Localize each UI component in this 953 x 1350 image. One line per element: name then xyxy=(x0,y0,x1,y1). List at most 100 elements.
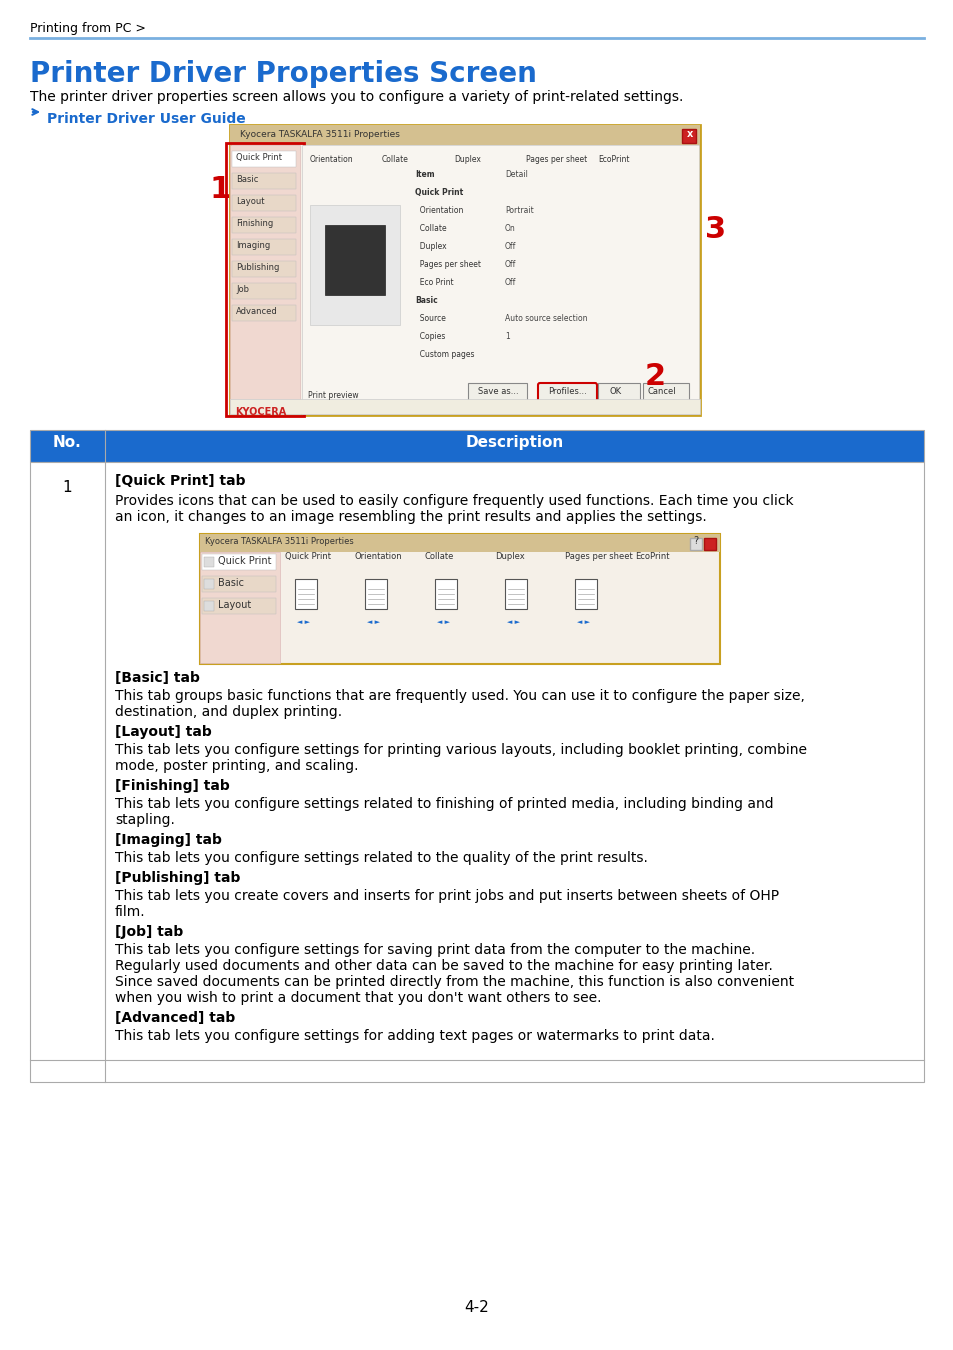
Text: Save as...: Save as... xyxy=(477,387,518,396)
Text: Collate: Collate xyxy=(415,224,446,234)
Text: This tab groups basic functions that are frequently used. You can use it to conf: This tab groups basic functions that are… xyxy=(115,688,804,703)
Bar xyxy=(200,535,720,552)
Text: This tab lets you configure settings for saving print data from the computer to : This tab lets you configure settings for… xyxy=(115,944,755,957)
Bar xyxy=(232,194,295,211)
Text: film.: film. xyxy=(115,904,146,919)
Text: Printing from PC >: Printing from PC > xyxy=(30,22,146,35)
Text: Orientation: Orientation xyxy=(310,155,354,163)
Text: EcoPrint: EcoPrint xyxy=(598,155,629,163)
Text: Regularly used documents and other data can be saved to the machine for easy pri: Regularly used documents and other data … xyxy=(115,958,772,973)
Text: [Basic] tab: [Basic] tab xyxy=(115,671,200,684)
Text: Collate: Collate xyxy=(424,552,454,562)
Bar xyxy=(30,431,923,462)
Bar xyxy=(232,305,295,321)
Text: Source: Source xyxy=(415,315,445,323)
Bar xyxy=(230,400,700,414)
Text: ?: ? xyxy=(692,536,698,545)
Bar xyxy=(204,601,213,612)
Bar xyxy=(200,552,280,663)
Bar xyxy=(232,239,295,255)
Bar xyxy=(681,130,696,143)
Bar xyxy=(232,173,295,189)
Text: ◄ ►: ◄ ► xyxy=(436,620,450,625)
Bar xyxy=(202,598,275,614)
Text: when you wish to print a document that you don't want others to see.: when you wish to print a document that y… xyxy=(115,991,601,1004)
Text: This tab lets you create covers and inserts for print jobs and put inserts betwe: This tab lets you create covers and inse… xyxy=(115,890,779,903)
Text: [Layout] tab: [Layout] tab xyxy=(115,725,212,738)
Bar xyxy=(575,579,597,609)
Text: This tab lets you configure settings for printing various layouts, including boo: This tab lets you configure settings for… xyxy=(115,743,806,757)
Bar xyxy=(365,579,387,609)
Text: Finishing: Finishing xyxy=(235,219,273,228)
Text: Basic: Basic xyxy=(415,296,437,305)
Bar xyxy=(232,151,295,167)
Text: Layout: Layout xyxy=(218,599,251,610)
Text: The printer driver properties screen allows you to configure a variety of print-: The printer driver properties screen all… xyxy=(30,90,682,104)
Bar xyxy=(30,462,923,1081)
Text: Job: Job xyxy=(235,285,249,294)
Text: Profiles...: Profiles... xyxy=(547,387,586,396)
Text: stapling.: stapling. xyxy=(115,813,174,828)
Text: ◄ ►: ◄ ► xyxy=(577,620,589,625)
Bar xyxy=(504,579,526,609)
Text: destination, and duplex printing.: destination, and duplex printing. xyxy=(115,705,342,720)
Text: On: On xyxy=(504,224,516,234)
Text: Layout: Layout xyxy=(235,197,264,207)
Text: ◄ ►: ◄ ► xyxy=(506,620,519,625)
Bar xyxy=(232,261,295,277)
Text: Basic: Basic xyxy=(235,176,258,184)
Bar xyxy=(204,558,213,567)
Text: 4-2: 4-2 xyxy=(464,1300,489,1315)
FancyBboxPatch shape xyxy=(200,535,720,664)
Bar xyxy=(703,539,716,549)
Text: Kyocera TASKALFA 3511i Properties: Kyocera TASKALFA 3511i Properties xyxy=(240,130,399,139)
Text: Advanced: Advanced xyxy=(235,306,277,316)
Text: [Job] tab: [Job] tab xyxy=(115,925,183,940)
FancyBboxPatch shape xyxy=(230,126,700,414)
Bar xyxy=(230,144,299,414)
FancyBboxPatch shape xyxy=(642,383,688,404)
Text: [Imaging] tab: [Imaging] tab xyxy=(115,833,222,846)
Text: 1: 1 xyxy=(210,176,231,204)
Text: This tab lets you configure settings related to finishing of printed media, incl: This tab lets you configure settings rel… xyxy=(115,796,773,811)
Text: Off: Off xyxy=(504,242,516,251)
Text: 2: 2 xyxy=(644,362,665,391)
Text: Orientation: Orientation xyxy=(415,207,463,215)
Text: ◄ ►: ◄ ► xyxy=(296,620,310,625)
Text: Pages per sheet: Pages per sheet xyxy=(415,261,480,269)
Text: No.: No. xyxy=(53,435,82,450)
Text: Collate: Collate xyxy=(381,155,409,163)
Text: Printer Driver User Guide: Printer Driver User Guide xyxy=(47,112,246,126)
Text: Portrait: Portrait xyxy=(504,207,533,215)
Text: Publishing: Publishing xyxy=(235,263,279,271)
Text: x: x xyxy=(686,130,693,139)
Text: Custom pages: Custom pages xyxy=(415,350,474,359)
Text: 1: 1 xyxy=(504,332,509,342)
Bar xyxy=(204,579,213,589)
Text: Duplex: Duplex xyxy=(415,242,446,251)
Bar xyxy=(325,225,385,296)
Text: Eco Print: Eco Print xyxy=(415,278,453,288)
Text: OK: OK xyxy=(609,387,621,396)
Bar xyxy=(435,579,456,609)
Text: Kyocera TASKALFA 3511i Properties: Kyocera TASKALFA 3511i Properties xyxy=(205,537,354,545)
Text: Off: Off xyxy=(504,261,516,269)
Text: Detail: Detail xyxy=(504,170,527,180)
Text: Print preview: Print preview xyxy=(308,392,358,400)
Text: Auto source selection: Auto source selection xyxy=(504,315,587,323)
Text: Duplex: Duplex xyxy=(495,552,524,562)
Bar xyxy=(294,579,316,609)
Text: [Finishing] tab: [Finishing] tab xyxy=(115,779,230,792)
Text: Since saved documents can be printed directly from the machine, this function is: Since saved documents can be printed dir… xyxy=(115,975,793,990)
Text: Cancel: Cancel xyxy=(647,387,676,396)
Text: Quick Print: Quick Print xyxy=(218,556,272,566)
Text: [Advanced] tab: [Advanced] tab xyxy=(115,1011,235,1025)
Bar xyxy=(689,539,701,549)
Text: Quick Print: Quick Print xyxy=(285,552,331,562)
Text: Printer Driver Properties Screen: Printer Driver Properties Screen xyxy=(30,59,537,88)
Text: Imaging: Imaging xyxy=(235,242,270,250)
Text: Pages per sheet: Pages per sheet xyxy=(525,155,587,163)
Text: 1: 1 xyxy=(63,481,72,495)
Text: Description: Description xyxy=(465,435,563,450)
FancyBboxPatch shape xyxy=(537,383,597,404)
